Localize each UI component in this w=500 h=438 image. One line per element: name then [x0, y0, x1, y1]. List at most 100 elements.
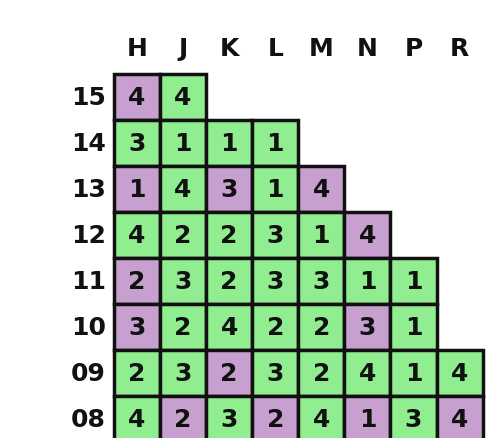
Bar [298, 166, 344, 212]
Bar [114, 258, 160, 304]
Text: 4: 4 [312, 407, 330, 431]
Text: 4: 4 [451, 361, 468, 385]
Text: 2: 2 [128, 269, 146, 293]
Text: 2: 2 [174, 315, 192, 339]
Bar [114, 74, 160, 120]
Bar [160, 258, 206, 304]
Text: 15: 15 [71, 85, 106, 110]
Bar [114, 120, 160, 166]
Text: 4: 4 [451, 407, 468, 431]
Text: 1: 1 [174, 131, 192, 155]
Text: 3: 3 [128, 315, 146, 339]
Bar [160, 212, 206, 258]
Text: 4: 4 [358, 223, 376, 247]
Text: 3: 3 [174, 269, 192, 293]
Text: J: J [178, 37, 188, 61]
Bar [344, 304, 391, 350]
Bar [298, 396, 344, 438]
Text: 1: 1 [312, 223, 330, 247]
Bar [252, 304, 298, 350]
Text: R: R [450, 37, 469, 61]
Bar [298, 258, 344, 304]
Bar [344, 258, 391, 304]
Bar [114, 396, 160, 438]
Text: 2: 2 [128, 361, 146, 385]
Bar [160, 120, 206, 166]
Bar [390, 350, 436, 396]
Bar [298, 304, 344, 350]
Text: 1: 1 [405, 315, 422, 339]
Text: 2: 2 [220, 269, 238, 293]
Text: 11: 11 [71, 269, 106, 293]
Text: 3: 3 [128, 131, 146, 155]
Text: 4: 4 [174, 177, 192, 201]
Text: 2: 2 [312, 361, 330, 385]
Text: 3: 3 [174, 361, 192, 385]
Text: 1: 1 [266, 131, 284, 155]
Text: 4: 4 [174, 85, 192, 110]
Text: 1: 1 [220, 131, 238, 155]
Bar [160, 304, 206, 350]
Text: 3: 3 [405, 407, 422, 431]
Bar [206, 212, 252, 258]
Bar [160, 74, 206, 120]
Bar [252, 120, 298, 166]
Bar [344, 350, 391, 396]
Bar [114, 304, 160, 350]
Text: 13: 13 [71, 177, 106, 201]
Text: 1: 1 [405, 361, 422, 385]
Bar [206, 304, 252, 350]
Text: 2: 2 [266, 315, 284, 339]
Bar [252, 258, 298, 304]
Text: H: H [126, 37, 148, 61]
Bar [206, 350, 252, 396]
Bar [298, 212, 344, 258]
Text: 3: 3 [266, 269, 284, 293]
Bar [206, 166, 252, 212]
Bar [390, 396, 436, 438]
Bar [160, 396, 206, 438]
Text: 2: 2 [220, 361, 238, 385]
Bar [252, 212, 298, 258]
Text: 4: 4 [312, 177, 330, 201]
Bar [206, 396, 252, 438]
Text: 1: 1 [405, 269, 422, 293]
Text: 1: 1 [266, 177, 284, 201]
Bar [160, 166, 206, 212]
Bar [206, 258, 252, 304]
Text: 3: 3 [266, 361, 284, 385]
Bar [298, 350, 344, 396]
Text: 2: 2 [266, 407, 284, 431]
Bar [436, 350, 482, 396]
Text: 12: 12 [71, 223, 106, 247]
Text: 3: 3 [266, 223, 284, 247]
Text: 3: 3 [312, 269, 330, 293]
Text: 3: 3 [220, 177, 238, 201]
Text: 4: 4 [220, 315, 238, 339]
Bar [344, 212, 391, 258]
Text: M: M [309, 37, 334, 61]
Text: 4: 4 [128, 407, 146, 431]
Text: 1: 1 [358, 269, 376, 293]
Bar [114, 350, 160, 396]
Text: P: P [404, 37, 422, 61]
Text: 2: 2 [312, 315, 330, 339]
Text: 3: 3 [358, 315, 376, 339]
Bar [390, 258, 436, 304]
Text: 08: 08 [71, 407, 106, 431]
Text: 2: 2 [174, 223, 192, 247]
Bar [344, 396, 391, 438]
Bar [252, 350, 298, 396]
Text: 3: 3 [220, 407, 238, 431]
Bar [206, 120, 252, 166]
Text: 1: 1 [128, 177, 146, 201]
Text: 14: 14 [71, 131, 106, 155]
Text: 4: 4 [358, 361, 376, 385]
Text: 10: 10 [71, 315, 106, 339]
Bar [114, 212, 160, 258]
Bar [252, 396, 298, 438]
Text: 4: 4 [128, 223, 146, 247]
Text: L: L [268, 37, 283, 61]
Bar [252, 166, 298, 212]
Text: N: N [357, 37, 378, 61]
